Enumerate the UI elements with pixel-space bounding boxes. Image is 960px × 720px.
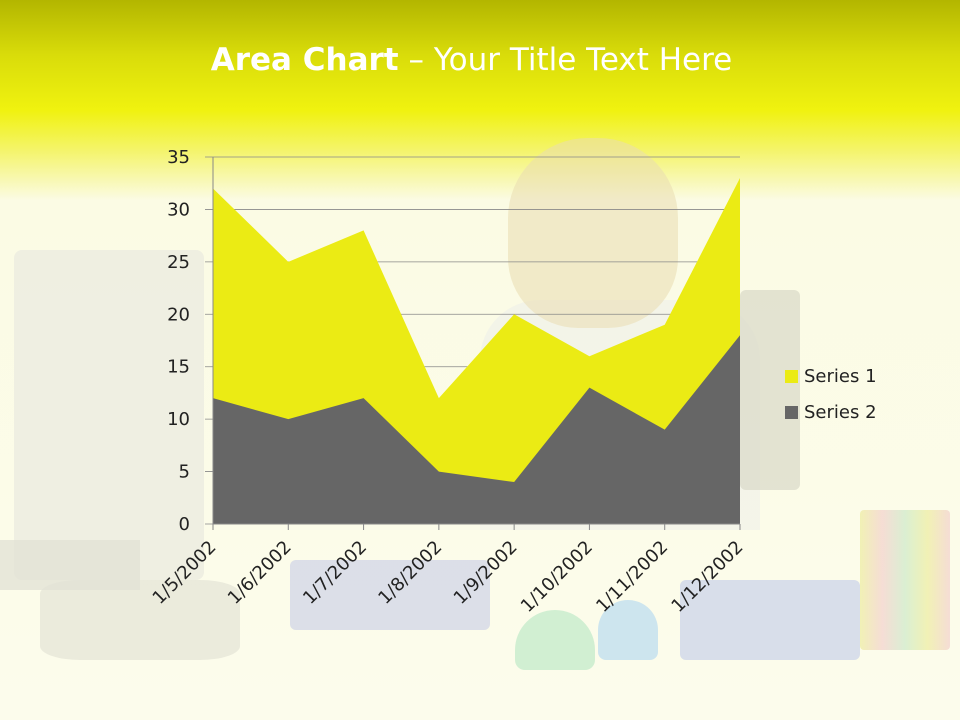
background-microscope-image [740,290,800,490]
y-tick-label: 5 [179,462,190,483]
x-tick-label: 1/12/2002 [667,537,747,617]
background-scientist-face-image [508,138,678,328]
legend-label-series-1: Series 1 [804,365,877,387]
x-tick-label: 1/8/2002 [374,537,446,609]
background-test-tubes-image [860,510,950,650]
x-tick-label: 1/5/2002 [149,537,221,609]
legend-label-series-2: Series 2 [804,401,877,423]
background-monitor-image [14,250,204,580]
background-monitor-stand-image [40,580,240,660]
y-tick-label: 15 [167,357,190,378]
slide-title: Area Chart – Your Title Text Here [0,42,943,78]
legend-item-series-2: Series 2 [785,394,877,430]
x-tick-label: 1/9/2002 [450,537,522,609]
y-tick-label: 0 [179,514,190,535]
chart-legend: Series 1 Series 2 [785,358,877,430]
y-tick-label: 30 [167,199,190,220]
y-tick-label: 20 [167,304,190,325]
legend-swatch-series-2 [785,405,798,419]
area-series-2 [213,335,740,524]
background-keyboard-image [0,540,140,590]
legend-item-series-1: Series 1 [785,358,877,394]
y-tick-label: 35 [167,147,190,168]
y-tick-label: 10 [167,409,190,430]
x-tick-label: 1/11/2002 [592,537,672,617]
background-test-tube-rack-image [680,580,860,660]
x-tick-label: 1/6/2002 [224,537,296,609]
slide-title-bold: Area Chart [210,42,399,78]
background-flask-image [515,610,595,670]
legend-swatch-series-1 [785,369,798,383]
background-test-tube-rack-image [290,560,490,630]
x-tick-label: 1/10/2002 [517,537,597,617]
y-tick-label: 25 [167,252,190,273]
slide-title-rest: – Your Title Text Here [398,42,733,78]
background-flask-image [598,600,658,660]
x-tick-label: 1/7/2002 [299,537,371,609]
